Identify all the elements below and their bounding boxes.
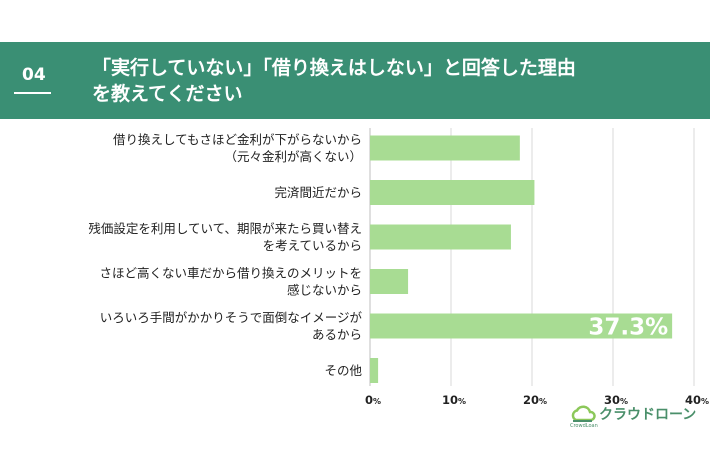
category-label: その他 — [324, 363, 362, 378]
category-label: いろいろ手間がかかりそうで面倒なイメージがあるから — [100, 310, 363, 342]
title-line-2: を教えてください — [92, 83, 243, 105]
tick-label: 0% — [365, 393, 381, 407]
bar — [370, 269, 409, 294]
logo-name: クラウドローン — [599, 407, 697, 423]
question-title: 「実行していない」「借り換えはしない」と回答した理由 を教えてください — [92, 55, 576, 107]
category-label: さほど高くない車だから借り換えのメリットを感じないから — [99, 266, 362, 298]
bar — [370, 358, 379, 383]
cloud-icon — [571, 405, 596, 422]
tick-label: 20% — [523, 393, 547, 407]
tick-label: 40% — [685, 393, 709, 407]
logo-subtext: CrowdLoan — [570, 423, 598, 429]
tick-label: 10% — [442, 393, 466, 407]
header-banner: 04 「実行していない」「借り換えはしない」と回答した理由 を教えてください — [0, 42, 710, 119]
bar — [370, 224, 511, 250]
question-number: 04 — [22, 65, 46, 85]
category-label: 完済間近だから — [274, 185, 362, 200]
bar — [370, 135, 520, 161]
data-label: 37.3% — [588, 315, 668, 341]
bar — [370, 180, 535, 205]
crowdloan-logo: クラウドローン CrowdLoan — [570, 404, 700, 432]
bar — [370, 313, 673, 339]
tick-label: 30% — [604, 393, 628, 407]
category-label: 借り換えしてもさほど金利が下がらないから（元々金利が高くない） — [113, 132, 362, 164]
title-line-1: 「実行していない」「借り換えはしない」と回答した理由 — [92, 57, 576, 79]
number-underline — [14, 92, 51, 94]
category-label: 残価設定を利用していて、期限が来たら買い替えを考えているから — [88, 221, 362, 253]
